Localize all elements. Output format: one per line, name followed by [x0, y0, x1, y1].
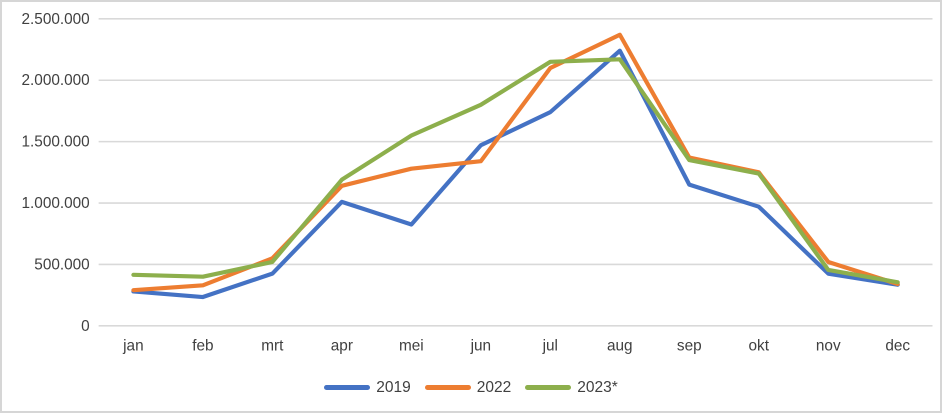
x-axis-tick-label: nov: [816, 338, 841, 355]
x-axis-tick-label: jun: [470, 338, 491, 355]
x-axis-tick-label: apr: [331, 338, 353, 355]
y-axis-tick-label: 1.000.000: [22, 195, 90, 212]
y-axis-tick-label: 2.000.000: [22, 72, 90, 89]
legend-item-2019: 2019: [324, 379, 411, 396]
series-line-2023: [131, 57, 900, 285]
y-axis-tick-label: 2.500.000: [22, 11, 90, 28]
legend-label: 2019: [376, 379, 411, 396]
legend-item-2022: 2022: [424, 379, 512, 396]
legend-label: 2023*: [577, 379, 618, 396]
y-axis-tick-label: 500.000: [34, 256, 89, 273]
x-axis-tick-label: okt: [749, 338, 770, 355]
x-axis-tick-label: jan: [122, 338, 143, 355]
series-line-2019: [131, 48, 900, 300]
legend-label: 2022: [476, 379, 512, 396]
legend-item-2023: 2023*: [525, 380, 618, 396]
y-axis-tick-label: 0: [81, 318, 90, 335]
series-line-2022: [131, 32, 900, 293]
x-axis-tick-label: sep: [677, 338, 702, 355]
x-axis-tick-label: aug: [607, 338, 633, 355]
x-axis-tick-label: mrt: [261, 338, 284, 355]
x-axis-tick-label: feb: [192, 338, 213, 355]
legend-line-swatch: [324, 385, 371, 391]
x-axis-tick-label: jul: [542, 338, 558, 355]
x-axis-tick-label: dec: [885, 338, 910, 355]
legend-line-swatch: [525, 385, 572, 391]
x-axis-tick-label: mei: [399, 338, 424, 355]
legend-line-swatch: [424, 385, 471, 391]
y-axis-tick-label: 1.500.000: [22, 134, 90, 151]
legend: 2019 2022 2023*: [2, 380, 940, 396]
